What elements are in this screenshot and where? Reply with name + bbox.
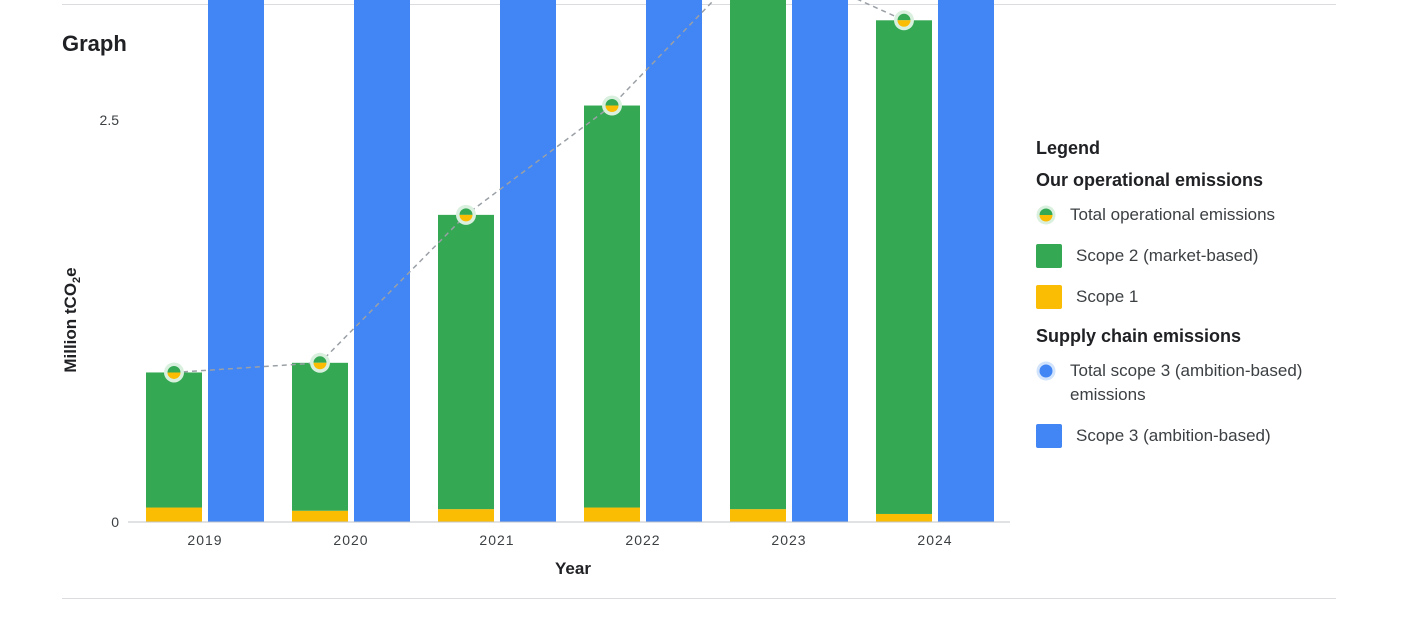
operational-marker-top xyxy=(605,99,619,106)
x-tick-label: 2021 xyxy=(479,532,514,548)
x-axis-title: Year xyxy=(555,559,591,578)
legend-label: Total scope 3 (ambition-based) emissions xyxy=(1070,361,1303,404)
operational-marker-bottom xyxy=(167,372,181,379)
scope2-bar xyxy=(876,20,932,514)
legend-group-operational: Our operational emissions xyxy=(1036,170,1264,190)
legend-label: Total operational emissions xyxy=(1070,205,1276,224)
scope2-bar xyxy=(292,362,348,511)
x-tick-label: 2019 xyxy=(187,532,222,548)
legend-item-scope1[interactable]: Scope 1 xyxy=(1036,285,1376,309)
scope1-bar xyxy=(876,513,932,522)
scope2-bar xyxy=(584,105,640,508)
trend-lines xyxy=(173,0,905,374)
operational-marker-bottom xyxy=(605,105,619,113)
legend-label: Scope 1 xyxy=(1076,287,1139,306)
bars xyxy=(146,0,994,523)
legend-heading: Legend xyxy=(1036,138,1101,158)
operational-trend-line xyxy=(173,0,905,374)
x-tick-label: 2024 xyxy=(917,532,952,548)
bottom-divider xyxy=(62,598,1336,599)
operational-marker-bottom xyxy=(459,214,473,222)
y-axis-ticks: 02.557.5 xyxy=(100,112,120,530)
scope3-bar xyxy=(938,0,994,522)
scope3-bar xyxy=(792,0,848,523)
scope3-bar xyxy=(208,0,264,522)
x-tick-label: 2023 xyxy=(771,532,806,548)
scope3-bar xyxy=(354,0,410,523)
operational-marker-bottom xyxy=(313,362,327,370)
operational-marker-bottom xyxy=(897,20,911,27)
legend-group-supply: Supply chain emissions xyxy=(1036,326,1242,346)
operational-marker-top xyxy=(459,208,473,215)
operational-marker-top xyxy=(313,356,327,363)
x-tick-label: 2020 xyxy=(333,532,368,548)
y-tick-label: 0 xyxy=(111,514,119,530)
y-tick-label: 2.5 xyxy=(100,112,120,128)
legend-item-scope2[interactable]: Scope 2 (market-based) xyxy=(1036,244,1376,268)
legend-item-total-operational[interactable]: Total operational emissions xyxy=(1036,203,1376,227)
half-dot-green-yellow-icon xyxy=(1036,205,1056,225)
scope1-bar xyxy=(438,509,494,522)
trend-markers xyxy=(164,10,914,383)
scope1-bar xyxy=(584,507,640,522)
scope1-bar xyxy=(292,510,348,522)
legend-label: Scope 3 (ambition-based) xyxy=(1076,426,1271,445)
legend-item-scope3[interactable]: Scope 3 (ambition-based) xyxy=(1036,424,1376,448)
green-square-icon xyxy=(1036,244,1062,268)
operational-marker-top xyxy=(167,365,181,373)
scope2-bar xyxy=(730,0,786,510)
legend-item-total-scope3[interactable]: Total scope 3 (ambition-based) emissions xyxy=(1036,359,1376,407)
yellow-square-icon xyxy=(1036,285,1062,309)
y-axis-title: Million tCO2e xyxy=(61,267,83,372)
operational-marker-top xyxy=(897,13,911,21)
page-title: Graph xyxy=(62,31,127,56)
blue-dot-icon xyxy=(1036,361,1056,381)
x-tick-label: 2022 xyxy=(625,532,660,548)
legend: Legend Our operational emissions Total o… xyxy=(1036,138,1376,465)
blue-square-icon xyxy=(1036,424,1062,448)
scope2-bar xyxy=(438,214,494,510)
scope2-bar xyxy=(146,372,202,508)
scope1-bar xyxy=(146,507,202,522)
legend-label: Scope 2 (market-based) xyxy=(1076,246,1259,265)
scope1-bar xyxy=(730,509,786,522)
x-axis-ticks: 2019 2020 2021 2022 2023 2024 xyxy=(187,532,952,548)
scope3-bar xyxy=(646,0,702,523)
scope3-bar xyxy=(500,0,556,523)
